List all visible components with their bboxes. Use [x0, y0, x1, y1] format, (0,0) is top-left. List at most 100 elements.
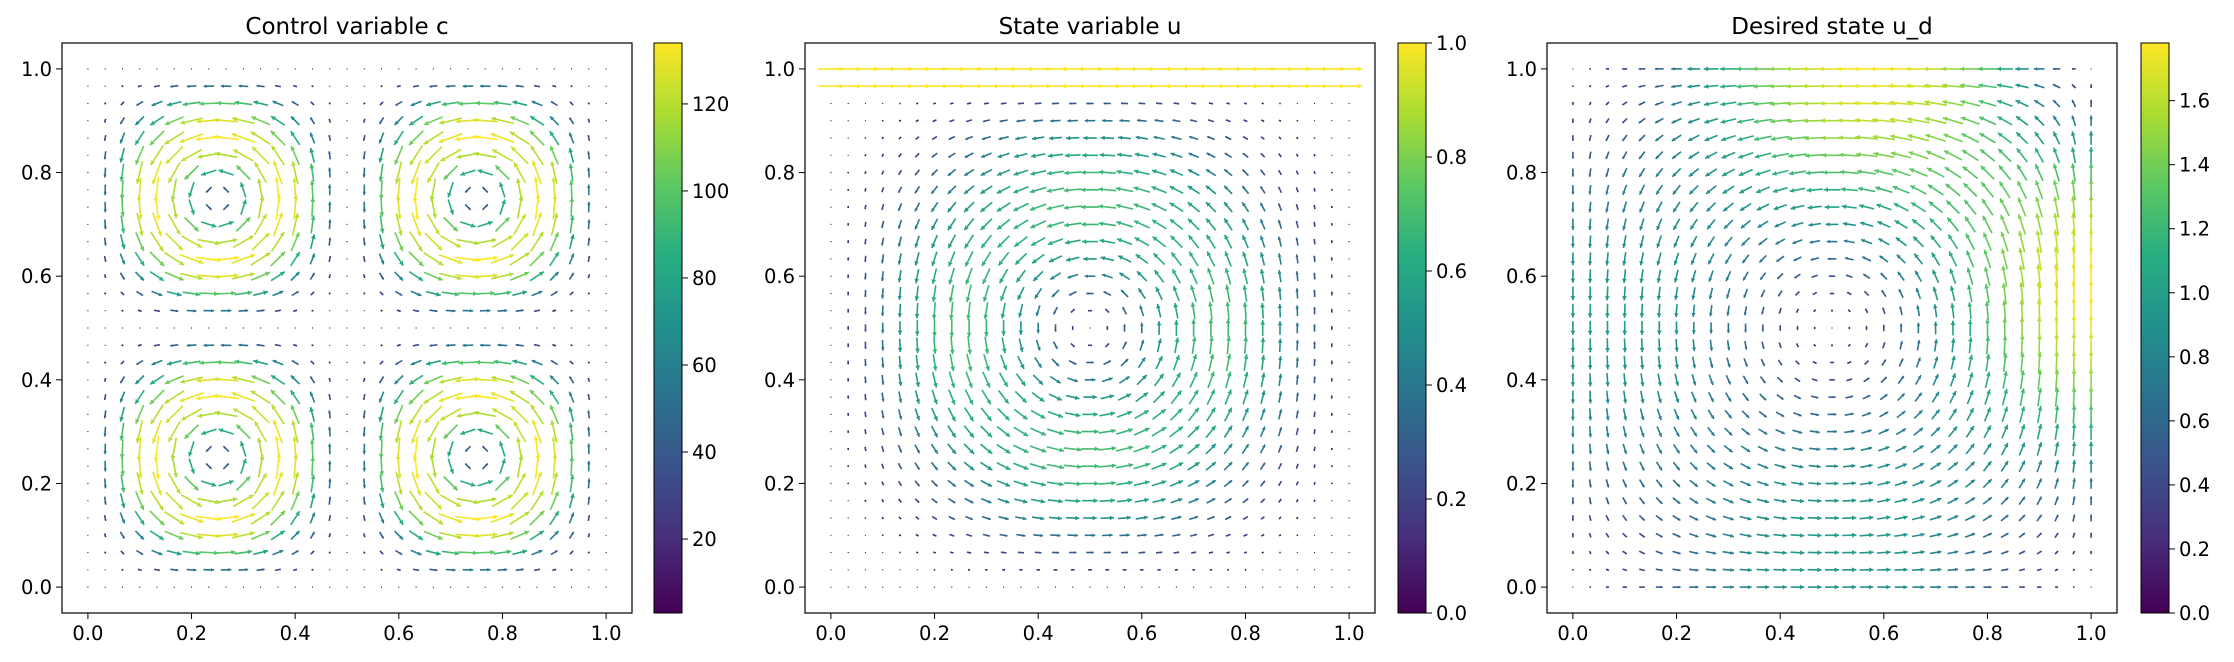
vector-arrow	[1754, 135, 1772, 142]
vector-arrow	[256, 309, 265, 312]
vector-arrow	[1295, 516, 1299, 520]
vector-arrow	[864, 569, 867, 571]
vector-arrow	[1925, 133, 1947, 143]
vector-arrow	[830, 534, 832, 536]
vector-arrow	[1277, 409, 1283, 420]
vector-arrow	[880, 322, 885, 334]
vector-arrow	[2000, 514, 2009, 522]
vector-arrow	[510, 375, 530, 385]
vector-arrow	[1879, 411, 1889, 418]
vector-arrow	[1135, 391, 1149, 403]
vector-arrow	[311, 309, 314, 312]
vector-arrow	[1845, 274, 1853, 278]
vector-arrow	[1330, 240, 1333, 244]
vector-arrow	[309, 163, 315, 182]
vector-arrow	[1118, 515, 1132, 520]
vector-arrow	[270, 389, 286, 405]
vector-arrow	[396, 568, 401, 572]
vector-arrow	[410, 549, 422, 556]
vector-arrow	[346, 292, 348, 295]
vector-arrow	[231, 272, 255, 280]
vector-arrow	[1673, 235, 1680, 248]
vector-arrow	[2072, 568, 2076, 572]
vector-arrow	[2000, 442, 2009, 456]
vector-arrow	[2036, 532, 2043, 539]
vector-arrow	[103, 274, 107, 279]
vector-arrow	[1296, 551, 1298, 554]
vector-arrow	[1964, 514, 1976, 522]
y-tick-label: 0.0	[1506, 576, 1537, 599]
vector-arrow	[1910, 201, 1927, 213]
y-tick-label: 0.8	[764, 162, 795, 185]
vector-arrow	[149, 251, 165, 267]
vector-arrow	[982, 284, 990, 302]
vector-arrow	[1872, 134, 1896, 141]
vector-arrow	[1777, 290, 1783, 297]
vector-arrow	[1279, 569, 1281, 571]
vector-arrow	[899, 569, 901, 571]
vector-arrow	[135, 491, 145, 511]
vector-arrow	[1807, 498, 1822, 504]
vector-arrow	[1331, 137, 1333, 139]
vector-arrow	[512, 290, 528, 297]
vector-arrow	[2072, 496, 2076, 506]
vector-arrow	[915, 337, 920, 354]
vector-arrow	[1639, 586, 1645, 588]
vector-arrow	[1622, 338, 1628, 353]
vector-arrow	[605, 500, 607, 502]
vector-arrow	[1206, 251, 1216, 267]
arrows-desired	[1570, 66, 2094, 590]
vector-arrow	[864, 324, 867, 332]
vector-arrow	[2018, 230, 2026, 253]
panel-state: State variable u 0.0 0.2 0.4 0.6 0.8 1.0 0.00…	[764, 14, 1467, 645]
vector-arrow	[1720, 118, 1737, 124]
vector-arrow	[1894, 532, 1908, 538]
vector-arrow	[1720, 84, 1737, 89]
vector-arrow	[164, 530, 184, 540]
vector-arrow	[1189, 119, 1198, 123]
vector-arrow	[1825, 464, 1839, 469]
vector-arrow	[1738, 185, 1753, 194]
vector-arrow	[1792, 239, 1803, 245]
vector-arrow	[1690, 409, 1698, 420]
vector-arrow	[1588, 168, 1592, 177]
vector-arrow	[914, 152, 920, 158]
vector-arrow	[830, 137, 832, 139]
vector-arrow	[931, 234, 939, 249]
vector-arrow	[1051, 102, 1060, 105]
vector-arrow	[1827, 412, 1837, 416]
vector-arrow	[1018, 303, 1024, 318]
vector-arrow	[484, 586, 486, 588]
vector-arrow	[1842, 498, 1857, 503]
vector-arrow	[1260, 337, 1266, 354]
vector-arrow	[1810, 257, 1820, 261]
vector-arrow	[134, 389, 145, 405]
vector-arrow	[1924, 116, 1947, 125]
vector-arrow	[393, 130, 404, 146]
vector-arrow	[1672, 479, 1681, 488]
vector-arrow	[205, 445, 213, 453]
vector-arrow	[203, 343, 215, 348]
vector-arrow	[458, 550, 478, 556]
vector-arrow	[847, 360, 849, 365]
vector-arrow	[231, 375, 255, 384]
vector-arrow	[346, 465, 348, 467]
vector-arrow	[1277, 186, 1283, 194]
vector-arrow	[1825, 481, 1839, 486]
x-ticks: 0.0 0.2 0.4 0.6 0.8 1.0	[815, 613, 1365, 645]
vector-arrow	[1588, 151, 1592, 160]
vector-arrow	[1671, 84, 1683, 89]
vector-arrow	[1067, 377, 1079, 383]
vector-arrow	[87, 241, 89, 243]
vector-arrow	[329, 586, 331, 588]
x-tick-label: 0.0	[1557, 622, 1588, 645]
vector-arrow	[1169, 479, 1184, 487]
vector-arrow	[491, 494, 514, 508]
vector-arrow	[309, 147, 316, 163]
vector-arrow	[2090, 586, 2092, 588]
vector-arrow	[1689, 550, 1699, 555]
vector-arrow	[120, 197, 126, 217]
vector-arrow	[1706, 479, 1717, 488]
vector-arrow	[1116, 498, 1133, 503]
vector-arrow	[203, 568, 215, 572]
